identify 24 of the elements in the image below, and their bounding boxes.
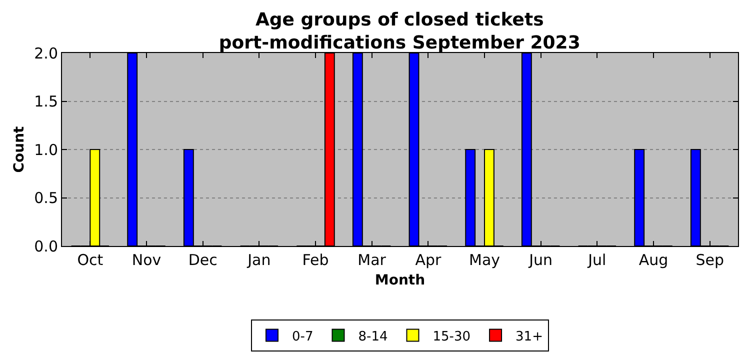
x-tick-label: Sep — [696, 251, 724, 269]
x-tick-label: Dec — [188, 251, 218, 269]
x-tick-label: Apr — [415, 251, 442, 269]
legend-label: 8-14 — [358, 329, 388, 344]
x-tick-label: May — [468, 251, 500, 269]
y-tick-label: 2.0 — [34, 44, 58, 62]
x-tick-label: Jan — [246, 251, 271, 269]
x-axis-title: Month — [374, 272, 426, 288]
x-tick-label: Jun — [528, 251, 553, 269]
legend-label: 31+ — [516, 329, 543, 344]
y-tick-label: 0.5 — [34, 189, 58, 207]
legend-label: 0-7 — [292, 329, 314, 344]
x-tick-label: Jul — [587, 251, 606, 269]
y-tick-label: 1.5 — [34, 92, 58, 110]
x-tick-label: Feb — [302, 251, 329, 269]
legend-label: 15-30 — [432, 329, 471, 344]
x-tick-label: Mar — [358, 251, 387, 269]
y-tick-label: 1.0 — [34, 140, 58, 159]
y-axis-title: Count — [12, 126, 28, 173]
chart-title: Age groups of closed tickets port-modifications September 2023 — [218, 9, 580, 54]
x-tick-label: Nov — [132, 251, 162, 269]
x-tick-label: Aug — [638, 251, 668, 269]
y-tick-label: 0.0 — [34, 237, 58, 256]
x-tick-label: Oct — [77, 251, 104, 269]
